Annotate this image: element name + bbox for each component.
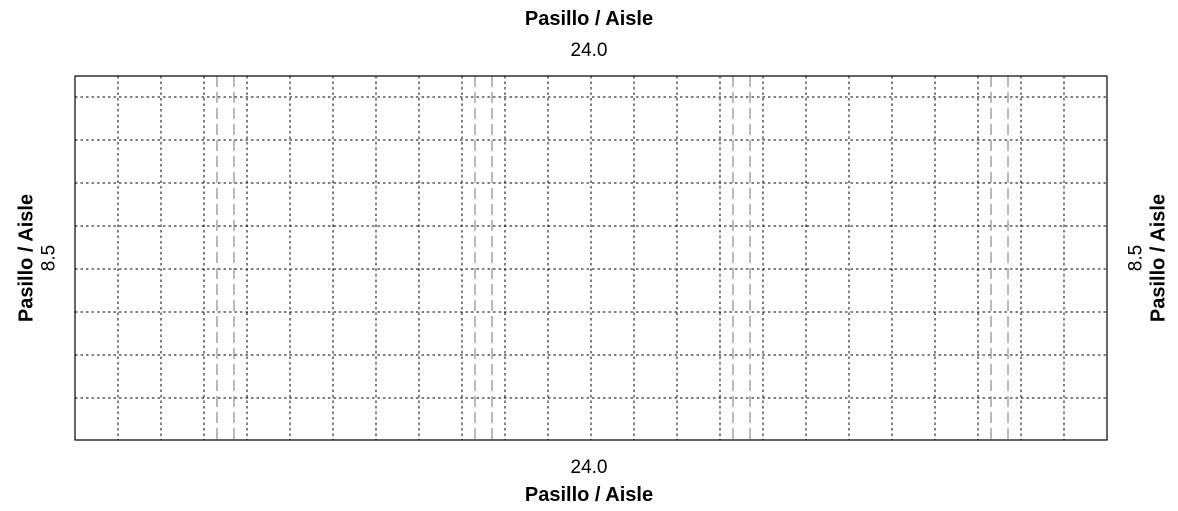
bottom-dimension-label: 24.0 bbox=[570, 457, 608, 478]
bottom-aisle-label: Pasillo / Aisle bbox=[524, 484, 654, 506]
top-dimension-label: 24.0 bbox=[570, 40, 608, 61]
booth-dividers bbox=[216, 76, 1009, 440]
top-aisle-label: Pasillo / Aisle bbox=[524, 8, 654, 30]
floor-plan-border bbox=[74, 75, 1108, 441]
booth-grid bbox=[75, 76, 1107, 440]
